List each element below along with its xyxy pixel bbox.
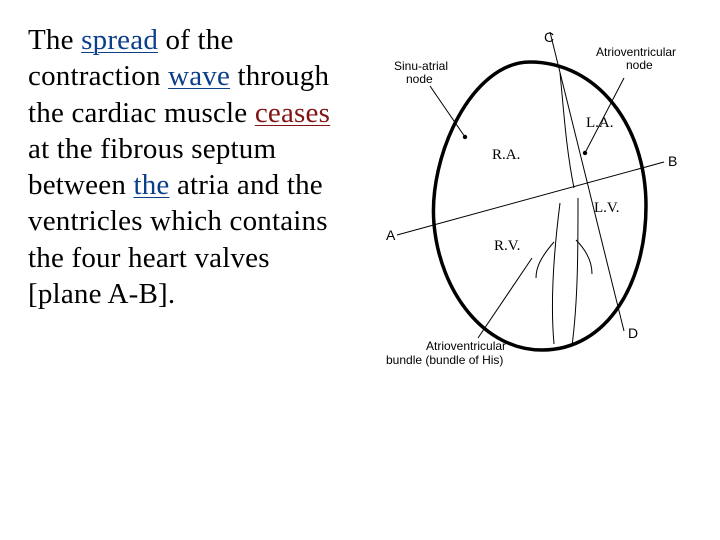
slide-page: The spread of the contraction wave throu… [0,0,720,540]
label-endpoint-B: B [668,153,677,169]
label-endpoint-A: A [386,227,396,243]
bundle-branch-left [536,242,554,278]
heart-diagram: Sinu-atrial node Atrioventricular node A… [364,28,694,408]
plain-text: The [28,24,81,56]
label-LA: L.A. [586,115,614,131]
styled-word: ceases [255,97,330,129]
label-endpoint-D: D [628,325,638,341]
label-endpoint-C: C [544,29,554,45]
label-RV: R.V. [494,238,520,254]
label-RA: R.A. [492,147,520,163]
figure-column: Sinu-atrial node Atrioventricular node A… [356,22,702,408]
label-av-bundle-line1: Atrioventricular [426,339,506,353]
line-C-D [550,32,624,331]
label-LV: L.V. [594,200,620,216]
bundle-branch-right [576,240,592,274]
label-av-bundle-line2: bundle (bundle of His) [386,353,503,367]
leader-av-bundle [478,258,532,338]
styled-word: wave [168,60,230,92]
main-paragraph: The spread of the contraction wave throu… [28,22,348,312]
label-av-node-line1: Atrioventricular [596,45,676,59]
styled-word: spread [81,24,158,56]
label-sa-node-line1: Sinu-atrial [394,59,448,73]
styled-word: the [133,169,169,201]
label-sa-node: Sinu-atrial node [394,59,451,86]
septum-upper [560,73,574,188]
label-av-node: Atrioventricular node [596,45,679,72]
septum-lower-a [552,203,560,344]
label-sa-node-line2: node [406,72,433,86]
septum-lower-b [572,198,578,346]
label-av-bundle: Atrioventricular bundle (bundle of His) [386,339,509,367]
body-text-column: The spread of the contraction wave throu… [28,22,348,312]
label-av-node-line2: node [626,58,653,72]
